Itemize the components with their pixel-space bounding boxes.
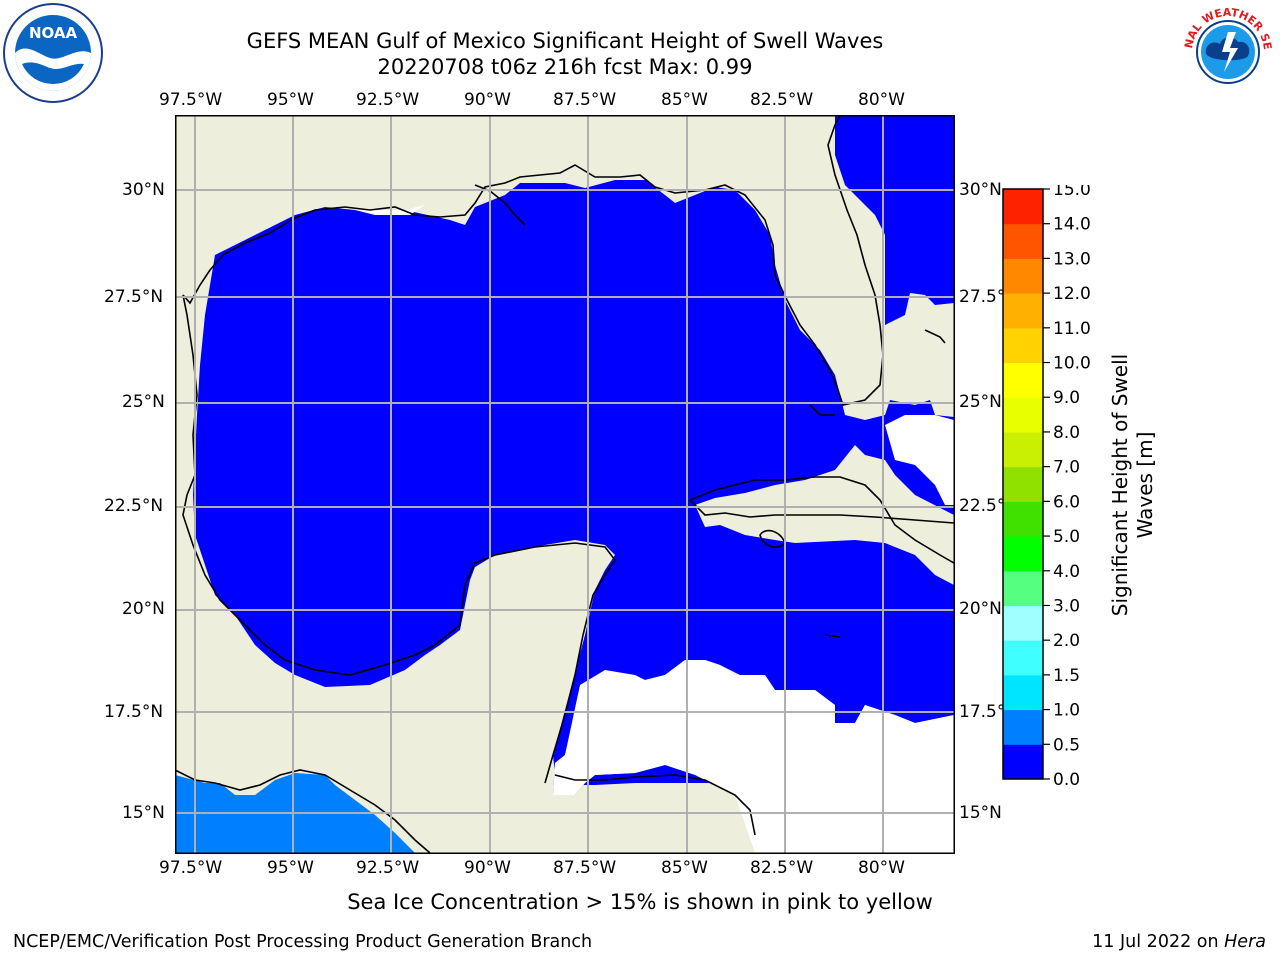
lat-label-left: 22.5°N — [104, 496, 164, 516]
lon-label-top: 92.5°W — [356, 90, 420, 110]
lon-label-bottom: 95°W — [267, 858, 314, 878]
lon-label-bottom: 87.5°W — [553, 858, 617, 878]
lat-label-right: 25°N — [959, 392, 1002, 412]
swell-field-gulf — [193, 115, 954, 795]
map-title-line1: GEFS MEAN Gulf of Mexico Significant Hei… — [246, 29, 884, 53]
colorbar-tick-label: 6.0 — [1053, 492, 1080, 512]
lon-label-top: 95°W — [267, 90, 314, 110]
lon-label-bottom: 80°W — [858, 858, 905, 878]
footer-host: Hera — [1224, 932, 1266, 952]
map-frame — [175, 115, 955, 854]
lat-label-left: 25°N — [122, 392, 165, 412]
no-data-caribbean — [553, 660, 954, 853]
noaa-logo: NOAA — [3, 3, 103, 103]
colorbar-tick-label: 9.0 — [1053, 388, 1080, 408]
colorbar-tick-label: 1.5 — [1053, 666, 1080, 686]
colorbar-tick-label: 10.0 — [1053, 354, 1091, 374]
footer-date: 11 Jul 2022 on Hera — [1092, 932, 1266, 952]
colorbar-bin — [1003, 501, 1043, 537]
lon-label-top: 90°W — [464, 90, 511, 110]
noaa-logo-text: NOAA — [29, 24, 78, 42]
map-title-line2: 20220708 t06z 216h fcst Max: 0.99 — [377, 55, 753, 79]
colorbar-tick-label: 15.0 — [1053, 185, 1091, 200]
lat-label-left: 20°N — [122, 599, 165, 619]
lon-label-top: 82.5°W — [750, 90, 814, 110]
gulf-swell-map — [175, 115, 955, 854]
lat-label-right: 20°N — [959, 599, 1002, 619]
no-data-bahamas — [885, 415, 954, 505]
colorbar-bin — [1003, 362, 1043, 398]
colorbar-bin — [1003, 258, 1043, 294]
colorbar-bin — [1003, 605, 1043, 641]
colorbar-bin — [1003, 570, 1043, 606]
colorbar-tick-label: 11.0 — [1053, 319, 1091, 339]
lat-label-left: 17.5°N — [104, 702, 164, 722]
colorbar-tick-label: 13.0 — [1053, 249, 1091, 269]
lat-label-left: 15°N — [122, 803, 165, 823]
colorbar-tick-label: 8.0 — [1053, 423, 1080, 443]
colorbar: 0.0 0.5 1.0 1.5 2.0 3.0 4.0 5.0 6.0 7.0 8.0 9.0 10.0… — [1002, 185, 1091, 785]
colorbar-bin — [1003, 397, 1043, 433]
lat-label-right: 30°N — [959, 180, 1002, 200]
lon-label-top: 87.5°W — [553, 90, 617, 110]
colorbar-bin — [1003, 327, 1043, 364]
lon-label-top: 97.5°W — [159, 90, 223, 110]
colorbar-tick-label: 3.0 — [1053, 596, 1080, 616]
colorbar-bin — [1003, 223, 1043, 259]
lon-label-top: 85°W — [661, 90, 708, 110]
sea-ice-note: Sea Ice Concentration > 15% is shown in … — [0, 890, 1280, 914]
colorbar-label: Significant Height of Swell Waves [m] — [1108, 353, 1157, 617]
colorbar-bin — [1003, 674, 1043, 711]
lat-label-right: 15°N — [959, 803, 1002, 823]
lon-label-top: 80°W — [858, 90, 905, 110]
graticule — [175, 115, 954, 853]
colorbar-tick-label: 1.0 — [1053, 701, 1080, 721]
lon-label-bottom: 92.5°W — [356, 858, 420, 878]
footer-date-text: 11 Jul 2022 on — [1092, 932, 1225, 952]
colorbar-bin — [1003, 744, 1043, 780]
lon-label-bottom: 90°W — [464, 858, 511, 878]
colorbar-tick-label: 14.0 — [1053, 215, 1091, 235]
footer-branch: NCEP/EMC/Verification Post Processing Pr… — [13, 932, 593, 952]
colorbar-bin — [1003, 189, 1043, 225]
colorbar-tick-label: 0.5 — [1053, 735, 1080, 755]
colorbar-tick-label: 2.0 — [1053, 631, 1080, 651]
coastlines — [175, 115, 954, 853]
lon-label-bottom: 97.5°W — [159, 858, 223, 878]
nws-logo: NATIONAL WEATHER SERVICE — [1178, 2, 1275, 99]
colorbar-bin — [1003, 293, 1043, 329]
colorbar-tick-label: 0.0 — [1053, 770, 1080, 785]
lon-label-bottom: 82.5°W — [750, 858, 814, 878]
lat-label-left: 30°N — [122, 180, 165, 200]
colorbar-bin — [1003, 709, 1043, 745]
colorbar-tick-label: 4.0 — [1053, 562, 1080, 582]
colorbar-label-container: Significant Height of Swell Waves [m] — [1103, 335, 1163, 635]
colorbar-bin — [1003, 431, 1043, 468]
colorbar-tick-label: 12.0 — [1053, 284, 1091, 304]
colorbar-bin — [1003, 640, 1043, 676]
sea-ice-note-text: Sea Ice Concentration > 15% is shown in … — [347, 890, 933, 914]
colorbar-tick-label: 7.0 — [1053, 458, 1080, 478]
lon-label-bottom: 85°W — [661, 858, 708, 878]
colorbar-bin — [1003, 536, 1043, 572]
colorbar-bin — [1003, 466, 1043, 502]
colorbar-tick-label: 5.0 — [1053, 527, 1080, 547]
lat-label-left: 27.5°N — [104, 287, 164, 307]
